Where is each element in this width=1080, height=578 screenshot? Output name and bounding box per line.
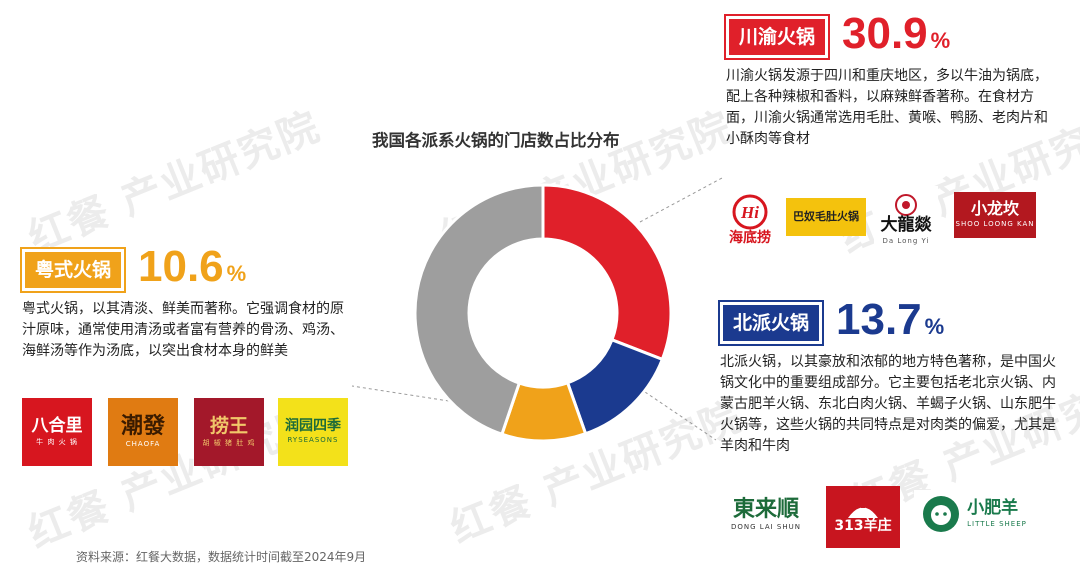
chart-title: 我国各派系火锅的门店数占比分布 (372, 131, 620, 150)
category-yueshi: 粤式火锅 10.6% 粤式火锅，以其清淡、鲜美而著称。它强调食材的原汁原味，通常… (19, 241, 352, 362)
chaofa-logo: 潮發 CHAOFA (108, 398, 178, 466)
haidilao-logo: Hi 海底捞 (722, 186, 778, 252)
category-percent: 30.9% (842, 8, 951, 58)
dalongyi-logo: 大龍燚 Da Long Yi (874, 186, 938, 252)
donglaishun-logo: 東来順 DONG LAI SHUN (720, 484, 812, 546)
banu-logo: 巴奴毛肚火锅 (786, 198, 866, 236)
ryseasons-logo: 润园四季 RYSEASONS (278, 398, 348, 466)
bahelli-logo: 八合里 牛 肉 火 锅 (22, 398, 92, 466)
category-beipai: 北派火锅 13.7% 北派火锅，以其豪放和浓郁的地方特色著称，是中国火锅文化中的… (717, 294, 1065, 457)
source-note: 资料来源：红餐大数据，数据统计时间截至2024年9月 (76, 550, 367, 564)
category-label: 川渝火锅 (723, 14, 831, 60)
category-percent: 10.6% (138, 241, 247, 291)
svg-text:Hi: Hi (740, 203, 759, 222)
xiaolongkan-logo: 小龙坎 SHOO LOONG KAN (954, 192, 1036, 238)
313yangzhuang-logo: 313羊庄 (826, 486, 900, 548)
donut-chart (413, 183, 673, 443)
donut-slice-3 (413, 183, 545, 437)
category-description: 北派火锅，以其豪放和浓郁的地方特色著称，是中国火锅文化中的重要组成部分。它主要包… (720, 354, 1056, 454)
category-description: 川渝火锅发源于四川和重庆地区，多以牛油为锅底，配上各种辣椒和香料，以麻辣鲜香著称… (726, 68, 1048, 147)
category-label: 北派火锅 (717, 300, 825, 346)
category-label: 粤式火锅 (19, 247, 127, 293)
category-percent: 13.7% (836, 294, 945, 344)
laowang-logo: 捞王 胡 椒 猪 肚 鸡 (194, 398, 264, 466)
category-chuanyu: 川渝火锅 30.9% 川渝火锅发源于四川和重庆地区，多以牛油为锅底，配上各种辣椒… (723, 8, 1061, 150)
donut-slice-0 (541, 183, 673, 362)
xiaofeiyang-logo: 小肥羊 LITTLE SHEEP (914, 490, 1034, 538)
category-description: 粤式火锅，以其清淡、鲜美而著称。它强调食材的原汁原味，通常使用清汤或者富有营养的… (22, 301, 344, 359)
